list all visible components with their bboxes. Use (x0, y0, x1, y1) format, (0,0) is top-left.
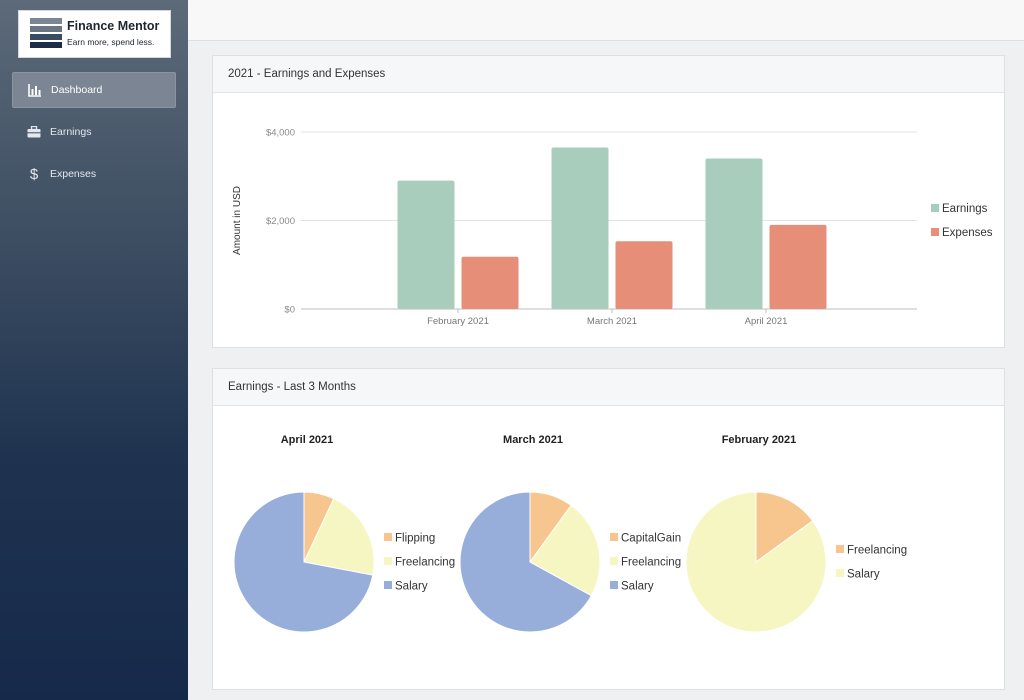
bar-earnings (705, 158, 763, 309)
legend-label: Expenses (942, 227, 993, 239)
legend-swatch (610, 581, 618, 589)
brand-tagline: Earn more, spend less. (67, 37, 155, 47)
pie-charts: April 2021 Flipping Freelancing Salary March… (233, 434, 907, 633)
bar-expenses (615, 241, 673, 309)
legend-label: Freelancing (395, 557, 455, 569)
bar-expenses (769, 224, 827, 309)
legend-swatch (384, 557, 392, 565)
earnings-expenses-panel: 2021 - Earnings and Expenses $0 $2,000 $4,… (212, 55, 1005, 348)
legend-swatch (610, 557, 618, 565)
pie-title: February 2021 (722, 434, 797, 446)
bar-chart: $0 $2,000 $4,000 Amount in USD February 2021… (232, 128, 993, 328)
x-tick-label: February 2021 (427, 316, 489, 327)
legend-label: Salary (395, 581, 428, 593)
legend-label: Flipping (395, 533, 435, 545)
bar-earnings (397, 180, 455, 309)
pie-slice-freelancing (303, 497, 375, 576)
legend-label: Salary (621, 581, 654, 593)
legend-label: Earnings (942, 203, 988, 215)
sidebar-item-expenses[interactable]: $ Expenses (12, 156, 176, 192)
x-tick-label: April 2021 (745, 316, 788, 327)
pie-slice-salary (685, 491, 827, 633)
brand-name: Finance Mentor (67, 19, 160, 33)
y-tick-label: $2,000 (266, 216, 295, 227)
sidebar-item-label: Earnings (50, 126, 92, 138)
legend-swatch (384, 533, 392, 541)
legend-label: CapitalGain (621, 533, 681, 545)
panel-title: Earnings - Last 3 Months (213, 369, 1004, 406)
sidebar-item-earnings[interactable]: Earnings (12, 114, 176, 150)
legend-swatch (610, 533, 618, 541)
pie-slice-freelancing (755, 491, 814, 563)
panel-title: 2021 - Earnings and Expenses (213, 56, 1004, 93)
pie-title: April 2021 (281, 434, 334, 446)
sidebar-item-label: Expenses (50, 168, 97, 180)
bar-earnings (551, 147, 609, 309)
bar-expenses (461, 256, 519, 309)
y-tick-label: $0 (284, 305, 295, 316)
pie-slice-freelancing (529, 504, 601, 597)
briefcase-icon (22, 126, 46, 138)
legend-swatch (931, 204, 939, 212)
bar-chart-icon (23, 83, 47, 97)
top-bar (188, 0, 1024, 41)
legend-swatch (836, 545, 844, 553)
dollar-icon: $ (29, 165, 39, 183)
x-tick-label: March 2021 (587, 316, 637, 327)
logo-mark-icon (30, 18, 62, 50)
legend-swatch (931, 228, 939, 236)
legend-label: Salary (847, 569, 880, 581)
sidebar: Finance Mentor Earn more, spend less. Da… (0, 0, 188, 700)
brand-logo[interactable]: Finance Mentor Earn more, spend less. (18, 10, 171, 58)
y-axis-label: Amount in USD (232, 186, 243, 255)
sidebar-item-label: Dashboard (51, 84, 103, 96)
legend-swatch (384, 581, 392, 589)
legend-label: Freelancing (847, 545, 907, 557)
legend-label: Freelancing (621, 557, 681, 569)
earnings-pies-panel: Earnings - Last 3 Months April 2021 Flipp… (212, 368, 1005, 690)
pie-slice-salary (233, 491, 374, 633)
pie-slice-salary (459, 491, 593, 633)
sidebar-item-dashboard[interactable]: Dashboard (12, 72, 176, 108)
y-tick-label: $4,000 (266, 128, 295, 139)
pie-title: March 2021 (503, 434, 563, 446)
legend-swatch (836, 569, 844, 577)
